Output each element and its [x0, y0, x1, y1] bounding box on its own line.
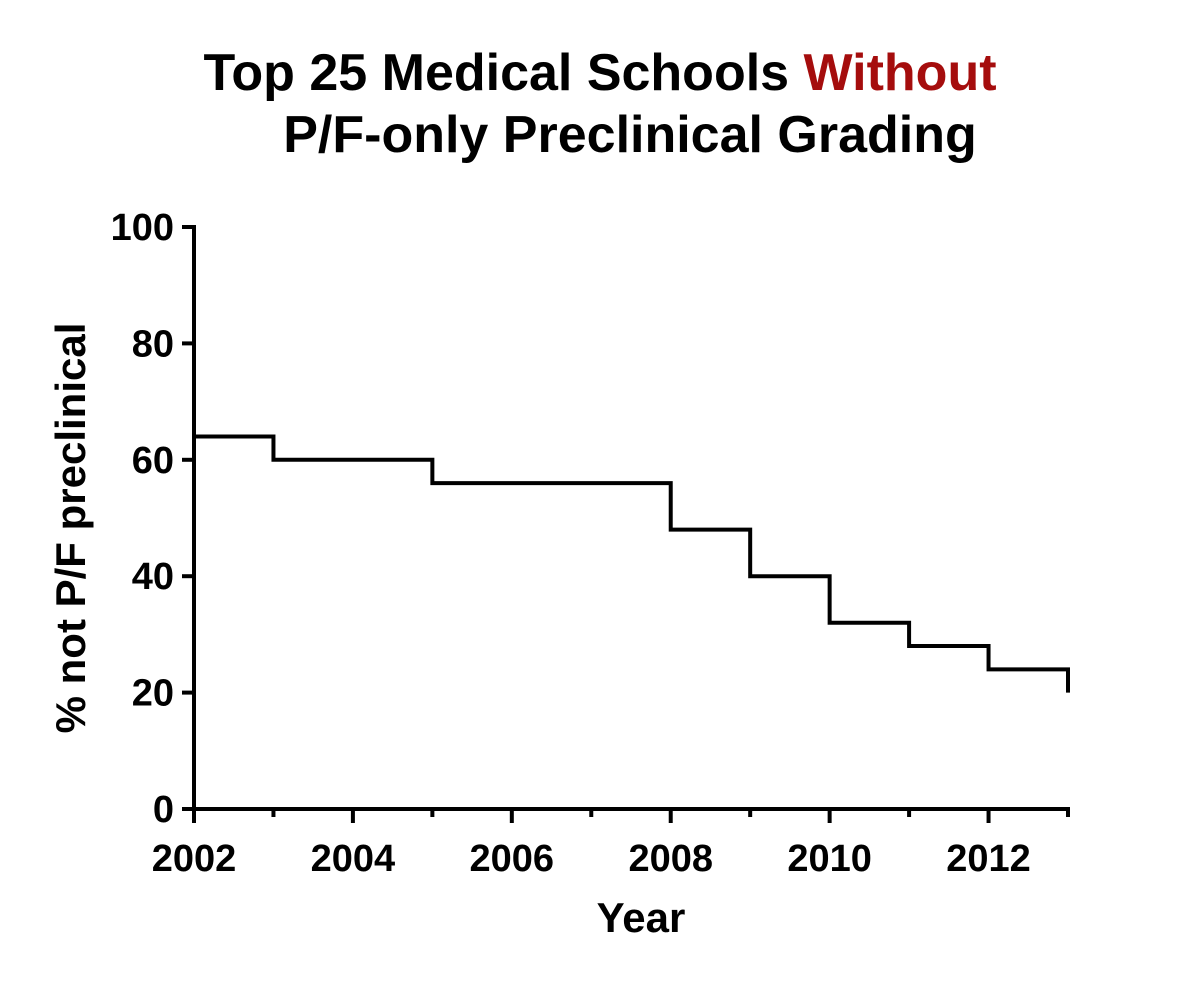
- x-tick-label: 2012: [946, 838, 1031, 880]
- axes: [192, 225, 1070, 811]
- y-tick-label: 0: [153, 789, 174, 831]
- chart-title-line-1: Top 25 Medical Schools Without: [0, 42, 1200, 104]
- chart-title: Top 25 Medical Schools Without P/F-only …: [0, 42, 1200, 166]
- x-ticks: 2002 2004 2006 2008 2010 2012: [152, 809, 1070, 880]
- y-tick-label: 80: [132, 323, 174, 365]
- x-tick-label: 2010: [787, 838, 872, 880]
- y-tick-label: 20: [132, 673, 174, 715]
- x-tick-label: 2002: [152, 838, 237, 880]
- x-tick-label: 2006: [470, 838, 555, 880]
- x-axis-label: Year: [597, 894, 686, 941]
- y-axis-label: % not P/F preclinical: [47, 323, 94, 734]
- x-tick-label: 2004: [311, 838, 396, 880]
- chart-title-part-1: Top 25 Medical Schools: [203, 44, 804, 102]
- y-tick-label: 60: [132, 440, 174, 482]
- chart-title-emphasis: Without: [803, 44, 997, 102]
- chart-title-line-2: P/F-only Preclinical Grading: [283, 106, 977, 164]
- x-tick-label: 2008: [628, 838, 713, 880]
- y-tick-label: 40: [132, 556, 174, 598]
- y-ticks: 0 20 40 60 80 100: [111, 207, 194, 831]
- series-line: [194, 434, 1070, 693]
- y-tick-label: 100: [111, 207, 174, 249]
